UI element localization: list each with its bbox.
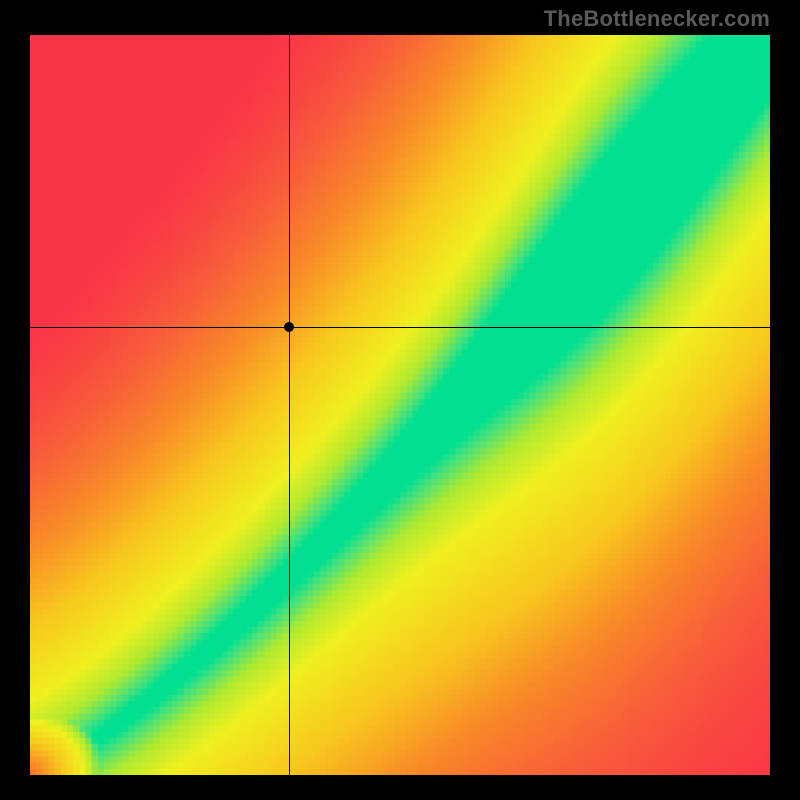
marker-dot	[284, 322, 294, 332]
chart-frame	[30, 35, 770, 775]
heatmap-canvas	[30, 35, 770, 775]
crosshair-vertical	[289, 35, 290, 775]
watermark-text: TheBottlenecker.com	[544, 6, 770, 32]
crosshair-horizontal	[30, 327, 770, 328]
chart-container: TheBottlenecker.com	[0, 0, 800, 800]
